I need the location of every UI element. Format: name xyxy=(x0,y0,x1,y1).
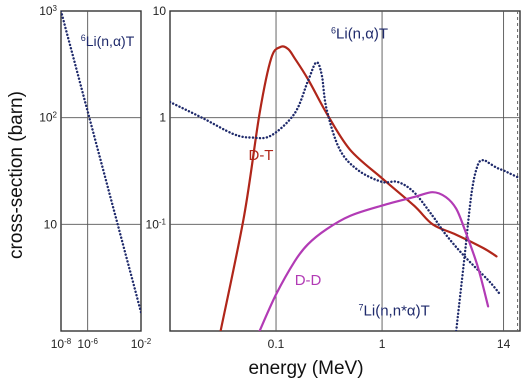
right-y-tick-label: 10-1 xyxy=(146,217,167,232)
right-panel-fast-range: 0.1 1 14 10 1 10-1 6Li(n,α)T D-T D-D 7Li(n,n*α)T xyxy=(146,4,521,351)
right-x-tick-label: 1 xyxy=(379,337,386,351)
right-series-7li-n-n-t-dotted xyxy=(455,158,520,331)
left-y-tick-label: 103 xyxy=(39,4,57,19)
left-panel-frame xyxy=(60,10,142,332)
right-y-tick-label: 1 xyxy=(159,111,166,125)
left-y-tick-label: 102 xyxy=(39,110,57,125)
right-annotation-7li-n-n-t: 7Li(n,n*α)T xyxy=(359,302,430,319)
right-annotation-d-t: D-T xyxy=(248,147,273,164)
left-x-tick-label: 10-6 xyxy=(77,337,98,352)
right-panel-ticks: 0.1 1 14 10 1 10-1 xyxy=(146,4,511,351)
x-axis-title: energy (MeV) xyxy=(248,358,363,379)
left-y-tick-label: 10 xyxy=(44,217,58,231)
left-panel-series xyxy=(61,11,141,314)
left-x-tick-label: 10-8 xyxy=(51,337,72,352)
left-panel-annotations: 6Li(n,α)T xyxy=(81,33,135,49)
left-series-6li-n-t-dotted xyxy=(61,11,141,314)
right-panel-grid xyxy=(170,11,520,331)
right-series-d-d-solid xyxy=(258,191,490,331)
y-axis-title: cross-section (barn) xyxy=(6,91,27,259)
left-panel-thermal-range: 10-8 10-6 10-2 103 102 10 6Li(n,α)T xyxy=(39,4,152,352)
left-annotation-6li-n-t: 6Li(n,α)T xyxy=(81,33,135,49)
right-series-d-t-solid xyxy=(219,45,498,331)
left-panel-grid xyxy=(61,11,141,331)
right-panel-series xyxy=(170,45,520,331)
right-x-tick-label: 14 xyxy=(497,337,511,351)
right-annotation-d-d: D-D xyxy=(295,272,322,289)
right-panel-frame xyxy=(169,10,521,332)
left-panel-ticks: 10-8 10-6 10-2 103 102 10 xyxy=(39,4,152,352)
right-series-6li-n-t-dotted xyxy=(170,61,502,296)
right-x-tick-label: 0.1 xyxy=(268,337,285,351)
right-panel-annotations: 6Li(n,α)T D-T D-D 7Li(n,n*α)T xyxy=(248,26,429,320)
right-annotation-6li-n-t: 6Li(n,α)T xyxy=(331,26,388,43)
right-y-tick-label: 10 xyxy=(153,4,167,18)
left-x-tick-label: 10-2 xyxy=(131,337,152,352)
